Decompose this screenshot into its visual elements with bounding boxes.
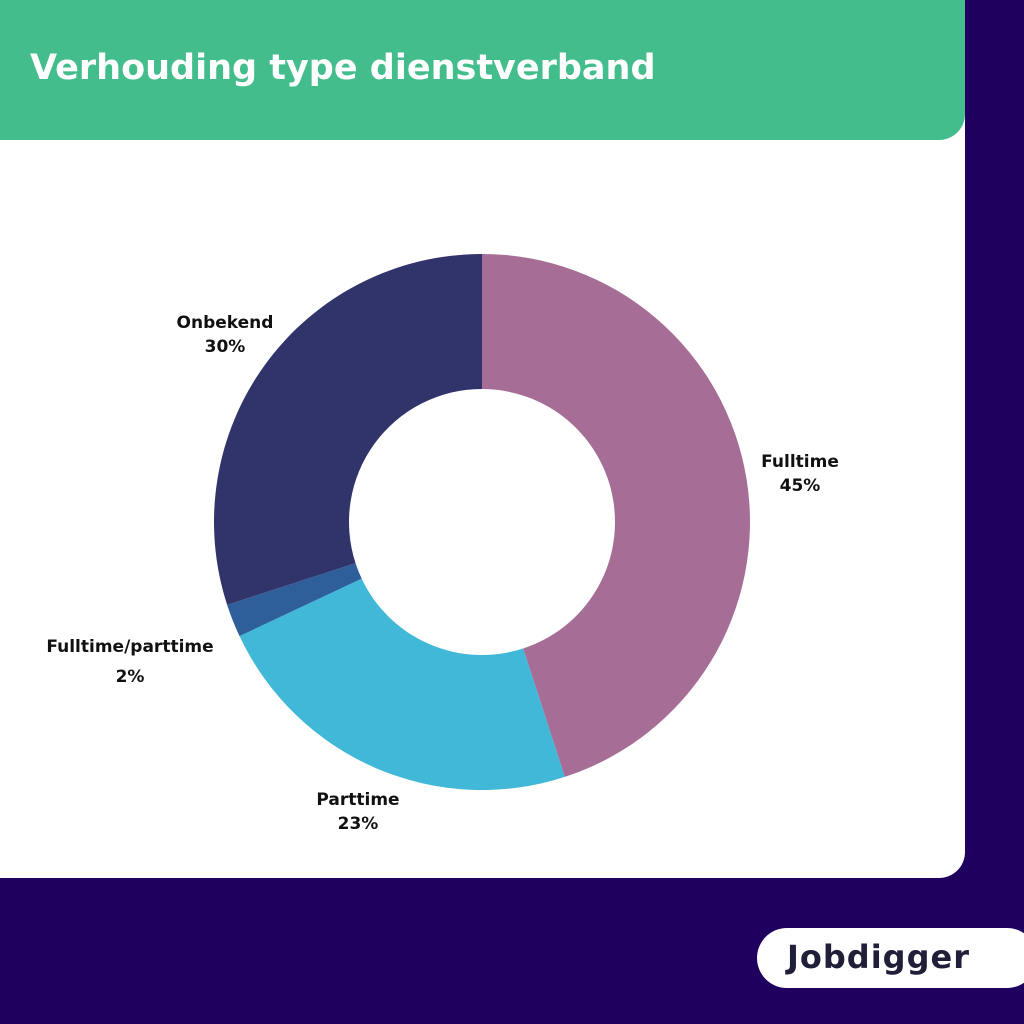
value-label: 2% bbox=[116, 667, 145, 687]
slice-label: Onbekend bbox=[177, 313, 274, 333]
value-label: 30% bbox=[205, 337, 246, 357]
chart-title: Verhouding type dienstverband bbox=[30, 48, 656, 88]
slice-label: Fulltime bbox=[761, 452, 839, 472]
value-label: 45% bbox=[780, 476, 821, 496]
logo: Jobdigger bbox=[757, 928, 1024, 988]
slice bbox=[239, 578, 565, 790]
logo-text: Jobdigger bbox=[787, 938, 970, 976]
slice bbox=[214, 254, 483, 605]
slice-label: Parttime bbox=[316, 790, 399, 810]
slice bbox=[482, 254, 750, 777]
value-label: 23% bbox=[338, 814, 379, 834]
slice bbox=[227, 563, 362, 637]
slice-label: Fulltime/parttime bbox=[46, 637, 213, 657]
header: Verhouding type dienstverband bbox=[0, 0, 965, 140]
